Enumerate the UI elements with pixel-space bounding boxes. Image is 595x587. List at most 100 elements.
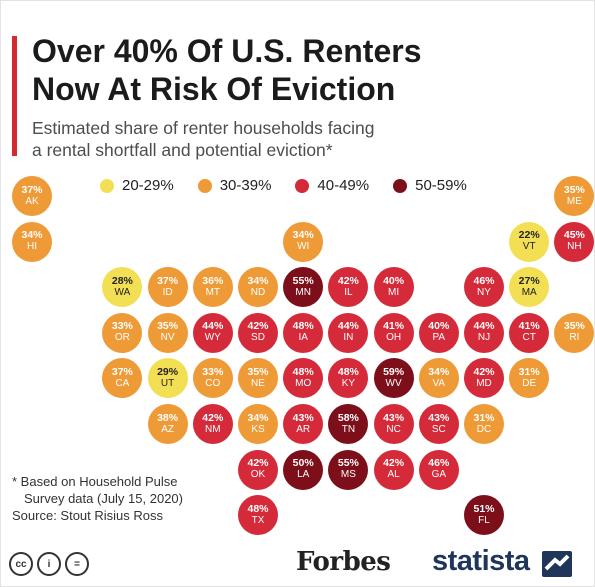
state-value: 42%: [247, 320, 269, 333]
state-tile-de: 31% DE: [509, 358, 550, 399]
state-code: NY: [477, 286, 491, 298]
state-code: MI: [388, 286, 400, 298]
legend-item-30-39: 30-39%: [197, 177, 271, 194]
state-value: 55%: [292, 274, 314, 287]
legend-swatch: [393, 178, 408, 193]
title-line-1: Over 40% Of U.S. Renters: [32, 33, 422, 69]
state-tile-wa: 28% WA: [102, 267, 143, 308]
state-code: AK: [25, 195, 39, 207]
subtitle-line-1: Estimated share of renter households fac…: [32, 118, 375, 138]
state-code: NH: [567, 241, 582, 253]
state-tile-ma: 27% MA: [509, 267, 550, 308]
state-code: MD: [476, 377, 492, 389]
state-value: 55%: [337, 457, 359, 470]
legend-swatch: [197, 178, 212, 193]
state-tile-mn: 55% MN: [283, 267, 324, 308]
state-value: 38%: [157, 411, 179, 424]
state-code: IA: [298, 332, 308, 344]
state-tile-mt: 36% MT: [192, 267, 233, 308]
state-tile-ca: 37% CA: [102, 358, 143, 399]
state-tile-in: 44% IN: [328, 312, 369, 353]
state-value: 59%: [383, 365, 405, 378]
state-code: OK: [250, 469, 266, 481]
state-code: AL: [387, 469, 400, 481]
state-tile-co: 33% CO: [192, 358, 233, 399]
chart-subtitle: Estimated share of renter households fac…: [32, 117, 472, 161]
state-code: PA: [432, 332, 446, 344]
state-code: UT: [160, 377, 175, 389]
state-tile-va: 34% VA: [418, 358, 459, 399]
source-note: Source: Stout Risius Ross: [12, 508, 164, 523]
state-tile-fl: 51% FL: [464, 495, 504, 536]
state-code: NC: [386, 423, 401, 435]
state-value: 42%: [337, 274, 359, 287]
state-tile-ne: 35% NE: [238, 358, 278, 399]
legend-label: 50-59%: [415, 177, 467, 194]
state-code: VT: [522, 241, 536, 253]
state-code: MO: [295, 377, 312, 389]
forbes-logo[interactable]: Forbes: [296, 547, 391, 577]
state-value: 29%: [157, 365, 179, 378]
state-tile-ks: 34% KS: [238, 404, 278, 444]
state-value: 42%: [383, 457, 405, 470]
state-tile-nv: 35% NV: [147, 312, 188, 353]
legend-item-40-49: 40-49%: [295, 177, 369, 194]
state-value: 37%: [21, 183, 43, 196]
state-code: LA: [297, 469, 310, 481]
state-tile-mi: 40% MI: [373, 267, 414, 308]
statista-logo[interactable]: statista: [432, 545, 530, 577]
state-tile-oh: 41% OH: [373, 312, 414, 353]
state-value: 44%: [337, 320, 359, 333]
state-value: 35%: [157, 320, 179, 333]
state-value: 28%: [111, 274, 133, 287]
cc-icon[interactable]: cc: [9, 552, 33, 576]
license-icons: cc i =: [9, 552, 89, 576]
state-tile-wy: 44% WY: [192, 312, 233, 353]
state-tile-la: 50% LA: [283, 449, 324, 490]
state-code: MT: [205, 286, 221, 298]
state-value: 43%: [383, 411, 405, 424]
state-code: MA: [521, 286, 537, 298]
state-code: CO: [205, 377, 221, 389]
legend: 20-29% 30-39% 40-49% 50-59%: [100, 177, 491, 194]
state-tile-nj: 44% NJ: [464, 312, 504, 353]
state-value: 48%: [337, 365, 359, 378]
state-code: WI: [297, 241, 310, 253]
state-value: 31%: [518, 365, 540, 378]
state-tile-ok: 42% OK: [238, 449, 278, 490]
state-code: OR: [114, 332, 130, 344]
state-tile-mo: 48% MO: [283, 358, 324, 399]
state-code: TN: [341, 423, 356, 435]
state-value: 37%: [157, 274, 179, 287]
state-code: GA: [431, 469, 447, 481]
state-value: 45%: [563, 229, 585, 242]
state-code: ID: [162, 286, 173, 298]
state-code: CA: [115, 377, 130, 389]
state-value: 33%: [111, 320, 133, 333]
legend-item-50-59: 50-59%: [393, 177, 467, 194]
footnote: * Based on Household Pulse Survey data (…: [12, 473, 183, 524]
state-tile-il: 42% IL: [328, 267, 369, 308]
state-tile-al: 42% AL: [373, 449, 414, 490]
state-code: AR: [296, 423, 311, 435]
no-derivatives-icon[interactable]: =: [65, 552, 89, 576]
state-tile-sd: 42% SD: [238, 312, 278, 353]
state-tile-me: 35% ME: [554, 176, 595, 216]
state-code: DC: [476, 423, 492, 435]
state-value: 35%: [563, 183, 585, 196]
state-value: 35%: [563, 320, 585, 333]
state-code: NV: [160, 332, 175, 344]
state-code: CT: [522, 332, 536, 344]
state-tile-tx: 48% TX: [238, 495, 278, 536]
legend-label: 40-49%: [317, 177, 370, 194]
state-code: KS: [251, 423, 265, 435]
state-code: IN: [343, 332, 354, 344]
state-tile-md: 42% MD: [464, 358, 504, 399]
state-code: VA: [432, 377, 446, 389]
state-code: NM: [205, 423, 221, 435]
attribution-icon[interactable]: i: [37, 552, 61, 576]
state-value: 46%: [473, 274, 495, 287]
state-tile-nm: 42% NM: [192, 404, 233, 444]
state-value: 43%: [292, 411, 314, 424]
state-code: SC: [431, 423, 446, 435]
